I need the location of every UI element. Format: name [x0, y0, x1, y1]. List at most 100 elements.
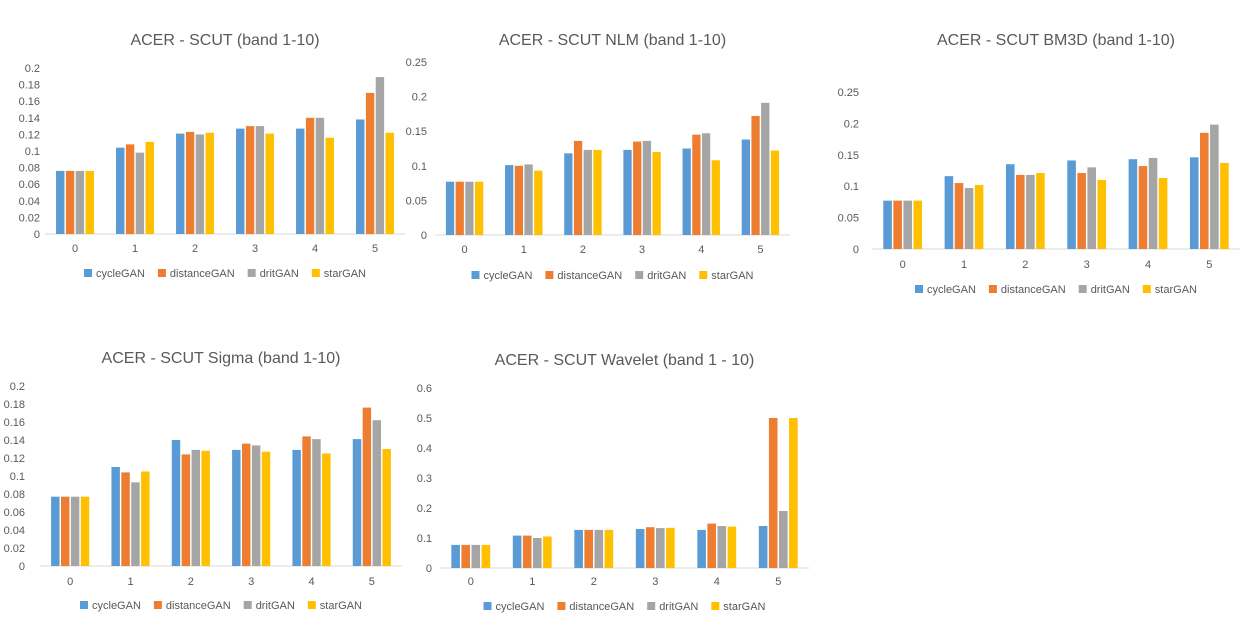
bar-dritgan-3	[255, 126, 265, 234]
bar-distancegan-5	[768, 418, 778, 568]
bar-distancegan-0	[65, 170, 75, 234]
legend-swatch-stargan	[711, 602, 720, 610]
legend-label-distancegan: distanceGAN	[557, 270, 622, 282]
bar-cyclegan-4	[292, 449, 301, 566]
bar-dritgan-3	[642, 140, 652, 235]
legend-label-dritgan: dritGAN	[256, 600, 295, 612]
legend-label-cyclegan: cycleGAN	[927, 284, 976, 296]
bar-distancegan-3	[645, 527, 655, 568]
y-tick-label: 0.06	[19, 179, 40, 191]
bar-distancegan-5	[365, 92, 375, 235]
bar-dritgan-0	[70, 496, 80, 566]
bar-dritgan-5	[372, 420, 382, 566]
bar-cyclegan-2	[1005, 164, 1015, 249]
bar-stargan-4	[727, 526, 737, 568]
x-tick-label: 4	[312, 243, 318, 255]
y-tick-label: 0.1	[10, 471, 25, 483]
bar-dritgan-0	[465, 181, 474, 235]
bar-stargan-4	[322, 453, 331, 566]
y-tick-label: 0	[421, 230, 427, 242]
legend-swatch-cyclegan	[84, 269, 92, 277]
bar-distancegan-5	[1200, 132, 1209, 249]
x-tick-label: 0	[67, 576, 73, 588]
legend-swatch-cyclegan	[80, 601, 88, 609]
x-tick-label: 1	[961, 259, 967, 271]
bar-distancegan-3	[1077, 173, 1086, 249]
bar-distancegan-3	[245, 126, 255, 234]
y-tick-label: 0.1	[25, 146, 40, 158]
bar-cyclegan-1	[944, 176, 954, 249]
bar-cyclegan-3	[232, 449, 241, 566]
bar-cyclegan-5	[741, 139, 750, 235]
y-tick-label: 0.16	[19, 96, 40, 108]
bar-stargan-3	[666, 527, 675, 568]
bar-stargan-1	[145, 141, 154, 234]
bar-cyclegan-5	[356, 119, 365, 234]
bar-cyclegan-3	[236, 128, 245, 234]
bar-cyclegan-2	[171, 440, 181, 566]
y-tick-label: 0.12	[4, 453, 25, 465]
y-tick-label: 0.12	[19, 129, 40, 141]
bar-distancegan-2	[185, 131, 195, 234]
legend-label-stargan: starGAN	[1155, 284, 1197, 296]
bar-cyclegan-0	[451, 544, 460, 568]
y-tick-label: 0.1	[844, 181, 859, 193]
bar-distancegan-1	[522, 535, 532, 568]
bar-stargan-2	[604, 529, 614, 568]
bar-cyclegan-3	[1067, 160, 1076, 249]
legend-label-dritgan: dritGAN	[1091, 284, 1130, 296]
legend-swatch-dritgan	[635, 271, 644, 279]
bar-stargan-2	[593, 149, 602, 235]
bar-stargan-0	[481, 544, 491, 568]
bar-distancegan-4	[302, 436, 311, 566]
bar-stargan-0	[913, 200, 923, 249]
legend-label-cyclegan: cycleGAN	[496, 601, 545, 613]
bar-distancegan-4	[692, 134, 701, 235]
chart-acer-scut-sigma: ACER - SCUT Sigma (band 1-10) 0 0.02 0.04 0.…	[0, 338, 410, 628]
bar-cyclegan-4	[697, 529, 706, 568]
bar-cyclegan-0	[445, 181, 455, 235]
bar-dritgan-4	[315, 117, 325, 234]
bar-dritgan-2	[191, 449, 201, 566]
bar-stargan-1	[974, 184, 984, 249]
bar-distancegan-2	[573, 140, 583, 235]
bar-dritgan-1	[964, 188, 974, 249]
y-tick-label: 0.2	[417, 503, 432, 515]
bar-stargan-1	[534, 170, 543, 235]
y-tick-label: 0.08	[19, 163, 40, 175]
bar-stargan-3	[265, 133, 274, 234]
chart-acer-scut: ACER - SCUT (band 1-10) 0 0.02 0.04 0.06 0.08…	[0, 20, 410, 295]
chart-svg: ACER - SCUT BM3D (band 1-10) 0 0.05 0.1 0.15…	[838, 32, 1240, 296]
bar-distancegan-0	[461, 544, 471, 568]
y-tick-label: 0.02	[19, 212, 40, 224]
legend-swatch-cyclegan	[483, 602, 492, 610]
legend-swatch-distancegan	[557, 602, 566, 610]
legend-label-dritgan: dritGAN	[260, 268, 299, 280]
bar-dritgan-2	[583, 149, 592, 235]
y-tick-label: 0.04	[4, 525, 25, 537]
bar-dritgan-5	[778, 511, 788, 568]
legend-swatch-stargan	[1142, 285, 1151, 293]
bar-dritgan-3	[655, 528, 665, 568]
bar-dritgan-2	[594, 529, 604, 568]
bar-distancegan-5	[751, 115, 760, 235]
legend-label-distancegan: distanceGAN	[1001, 284, 1066, 296]
bar-dritgan-5	[761, 102, 770, 235]
y-tick-label: 0.1	[417, 533, 432, 545]
legend-label-cyclegan: cycleGAN	[96, 268, 145, 280]
legend-label-dritgan: dritGAN	[659, 601, 698, 613]
bar-dritgan-4	[717, 526, 727, 568]
bar-distancegan-4	[305, 117, 315, 234]
legend-swatch-distancegan	[545, 271, 554, 279]
x-tick-label: 1	[127, 576, 133, 588]
bar-dritgan-2	[1026, 174, 1035, 249]
bar-distancegan-2	[584, 529, 594, 568]
x-tick-label: 3	[252, 243, 258, 255]
bar-dritgan-3	[251, 445, 261, 566]
bar-stargan-0	[475, 181, 484, 235]
legend-swatch-distancegan	[157, 269, 166, 277]
x-tick-label: 5	[369, 576, 375, 588]
bar-stargan-5	[789, 418, 798, 568]
x-tick-label: 5	[372, 243, 378, 255]
bar-distancegan-5	[362, 407, 372, 566]
